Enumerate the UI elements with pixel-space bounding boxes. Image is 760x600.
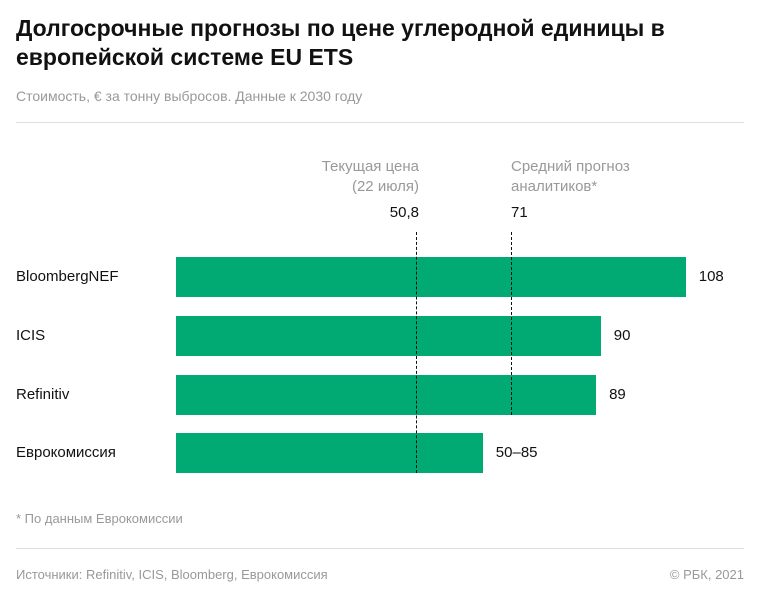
chart-subtitle: Стоимость, € за тонну выбросов. Данные к… bbox=[16, 88, 363, 104]
ref-label-line: аналитиков* bbox=[511, 178, 598, 195]
category-label: Refinitiv bbox=[16, 386, 70, 403]
sources: Источники: Refinitiv, ICIS, Bloomberg, Е… bbox=[16, 567, 328, 582]
footnote: * По данным Еврокомиссии bbox=[16, 511, 183, 526]
ref-label-forecast: Средний прогноз аналитиков* bbox=[511, 157, 630, 197]
ref-label-line: Текущая цена bbox=[321, 158, 419, 175]
bar-icis bbox=[176, 316, 601, 356]
reference-line bbox=[511, 232, 513, 415]
ref-value-forecast: 71 bbox=[511, 204, 528, 221]
copyright: © РБК, 2021 bbox=[669, 567, 744, 582]
ref-label-current: Текущая цена (22 июля) bbox=[322, 157, 419, 197]
value-label: 89 bbox=[609, 386, 626, 403]
ref-label-line: Средний прогноз bbox=[511, 158, 630, 175]
category-label: Еврокомиссия bbox=[16, 444, 116, 461]
ref-value-current: 50,8 bbox=[389, 204, 419, 221]
bar-еврокомиссия bbox=[176, 433, 483, 473]
divider bbox=[16, 548, 744, 549]
chart-title: Долгосрочные прогнозы по цене углеродной… bbox=[16, 15, 665, 70]
ref-label-line: (22 июля) bbox=[351, 178, 419, 195]
divider bbox=[16, 122, 744, 123]
category-label: ICIS bbox=[16, 327, 46, 344]
value-label: 50–85 bbox=[495, 444, 538, 461]
category-label: BloombergNEF bbox=[16, 268, 119, 285]
bar-bloombergnef bbox=[176, 257, 686, 297]
reference-line bbox=[415, 232, 417, 473]
value-label: 90 bbox=[613, 327, 631, 344]
value-label: 108 bbox=[698, 268, 724, 285]
bar-refinitiv bbox=[176, 375, 597, 415]
